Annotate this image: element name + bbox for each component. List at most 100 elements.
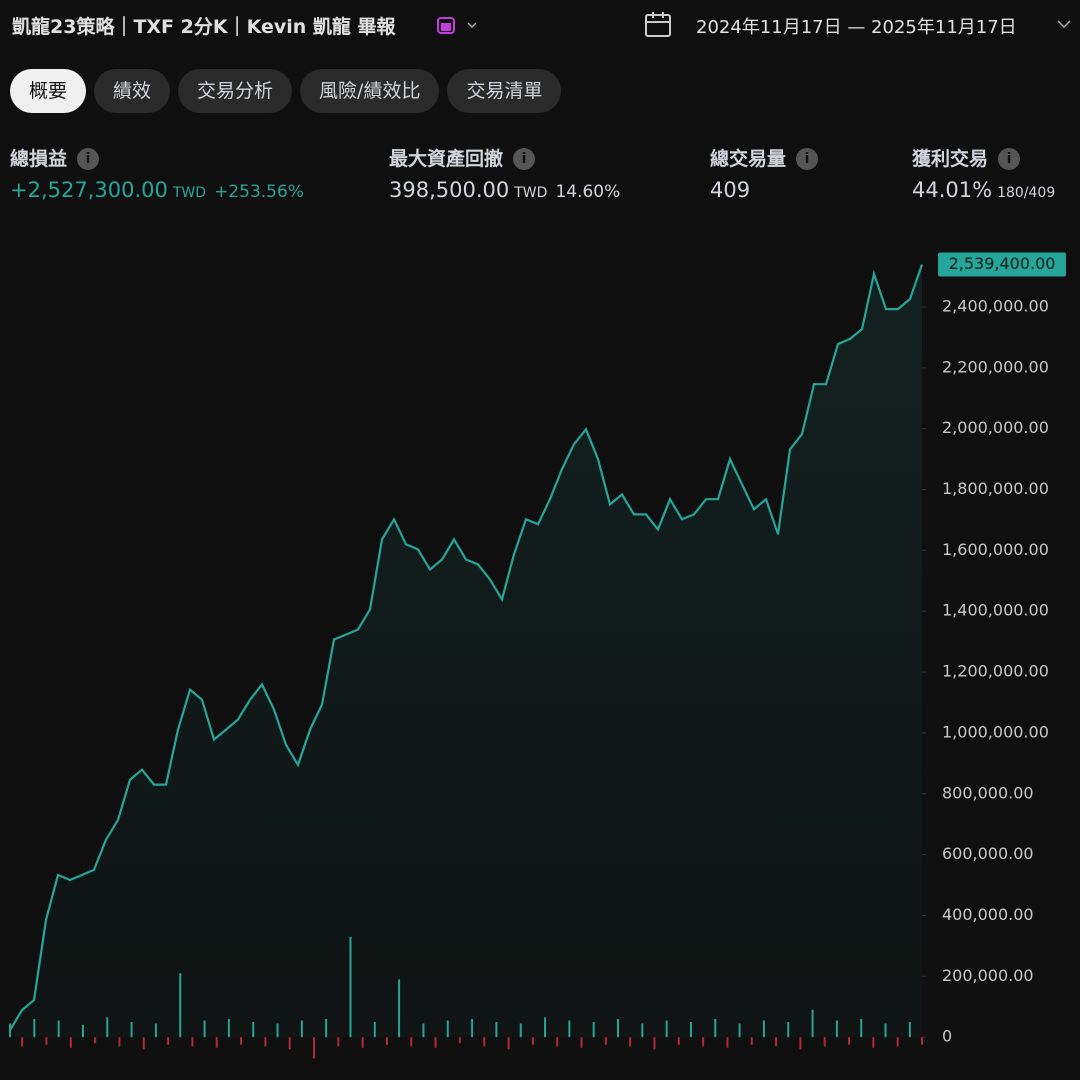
trade-bar bbox=[750, 1037, 753, 1045]
y-tick-label: 1,400,000.00 bbox=[942, 601, 1049, 620]
y-tick-label: 1,800,000.00 bbox=[942, 479, 1049, 498]
trade-bar bbox=[300, 1020, 303, 1038]
stat-value: 398,500.00 TWD 14.60% bbox=[389, 178, 620, 202]
trade-bar bbox=[398, 979, 401, 1038]
trade-bar bbox=[167, 1037, 170, 1045]
trade-bar bbox=[848, 1037, 851, 1045]
stat-label: 獲利交易 i bbox=[912, 144, 1021, 171]
trade-bar bbox=[556, 1037, 559, 1047]
value: 409 bbox=[710, 178, 751, 202]
trade-bar bbox=[689, 1021, 692, 1038]
tab-bar: 概要 績效 交易分析 風險/績效比 交易清單 bbox=[10, 69, 562, 113]
info-icon[interactable]: i bbox=[998, 148, 1021, 170]
trade-bar bbox=[69, 1037, 72, 1048]
unit: TWD bbox=[172, 185, 207, 201]
trade-bar bbox=[337, 1037, 340, 1047]
date-range[interactable]: 2024年11月17日 — 2025年11月17日 bbox=[696, 17, 1017, 38]
tab[interactable]: 概要 bbox=[10, 69, 87, 113]
trade-bar bbox=[446, 1020, 449, 1038]
y-tick-label: 1,600,000.00 bbox=[942, 540, 1049, 559]
trade-bar bbox=[227, 1018, 230, 1038]
stat-label: 最大資產回撤 i bbox=[389, 144, 536, 171]
trade-bar bbox=[9, 1023, 11, 1038]
y-tick-label: 600,000.00 bbox=[942, 844, 1034, 863]
trade-bar bbox=[203, 1020, 206, 1038]
y-tick-label: 800,000.00 bbox=[942, 783, 1034, 802]
stat-label: 總交易量 i bbox=[710, 144, 819, 171]
calendar-icon[interactable] bbox=[644, 10, 674, 40]
y-tick-label: 200,000.00 bbox=[942, 966, 1034, 985]
trade-bar bbox=[45, 1037, 48, 1045]
stat-label-text: 總交易量 bbox=[710, 148, 787, 170]
trade-bar bbox=[191, 1037, 194, 1047]
equity-area bbox=[10, 264, 922, 1038]
tab[interactable]: 績效 bbox=[94, 69, 171, 113]
trade-bar bbox=[385, 1037, 388, 1045]
trade-bar bbox=[288, 1037, 291, 1050]
last-value-badge bbox=[938, 252, 1066, 277]
last-value-label: 2,539,400.00 bbox=[949, 254, 1056, 273]
stat-label: 總損益 i bbox=[10, 144, 100, 171]
y-tick-label: 1,000,000.00 bbox=[942, 722, 1049, 741]
y-tick-label: 400,000.00 bbox=[942, 905, 1034, 924]
trade-bar bbox=[872, 1037, 875, 1048]
trade-bar bbox=[592, 1021, 595, 1038]
trade-bar bbox=[33, 1018, 36, 1038]
trade-bar bbox=[531, 1037, 534, 1045]
trade-bar bbox=[677, 1037, 680, 1045]
trade-bar bbox=[471, 1018, 474, 1038]
y-tick-label: 0 bbox=[942, 1027, 952, 1046]
stat-label-text: 最大資產回撤 bbox=[389, 148, 504, 170]
trade-bar bbox=[179, 973, 182, 1038]
trade-bar bbox=[276, 1023, 279, 1038]
trade-bar bbox=[313, 1037, 315, 1059]
equity-line bbox=[9, 264, 924, 1031]
y-tick-label: 2,400,000.00 bbox=[942, 296, 1049, 315]
value: 398,500.00 bbox=[389, 178, 510, 202]
trade-bar bbox=[811, 1009, 814, 1038]
trade-bar bbox=[604, 1037, 607, 1045]
trade-bar bbox=[908, 1021, 911, 1038]
trade-bar bbox=[483, 1037, 486, 1047]
value: +2,527,300.00 bbox=[10, 178, 168, 202]
trade-bar bbox=[458, 1037, 461, 1044]
stat-value: 409 bbox=[710, 178, 750, 202]
trade-bar bbox=[762, 1020, 765, 1038]
info-icon[interactable]: i bbox=[796, 148, 819, 170]
trade-bar bbox=[617, 1018, 619, 1038]
stat-label-text: 總損益 bbox=[10, 148, 68, 170]
info-icon[interactable]: i bbox=[77, 148, 100, 170]
tab[interactable]: 交易清單 bbox=[447, 69, 562, 113]
strategy-title[interactable]: 凱龍23策略｜TXF 2分K｜Kevin 凱龍 畢報 bbox=[12, 16, 396, 38]
header-icons[interactable] bbox=[436, 16, 476, 36]
trade-bar bbox=[21, 1037, 24, 1047]
ratio: 180/409 bbox=[997, 185, 1056, 201]
trade-bar bbox=[264, 1037, 267, 1047]
info-icon[interactable]: i bbox=[513, 148, 536, 170]
trade-bar bbox=[361, 1037, 364, 1048]
tab[interactable]: 交易分析 bbox=[178, 69, 293, 113]
trade-bar bbox=[240, 1037, 243, 1045]
trade-bar bbox=[823, 1037, 826, 1047]
trade-bar bbox=[568, 1020, 571, 1038]
trade-bar bbox=[57, 1020, 60, 1038]
chevron[interactable] bbox=[1056, 18, 1072, 30]
trade-bar bbox=[410, 1037, 413, 1047]
trade-bar bbox=[775, 1037, 778, 1047]
trade-bar bbox=[544, 1017, 547, 1038]
trade-bar bbox=[799, 1037, 802, 1050]
trade-bar bbox=[106, 1017, 109, 1038]
value: 44.01% bbox=[912, 178, 993, 202]
y-tick-label: 2,000,000.00 bbox=[942, 418, 1049, 437]
trade-bar bbox=[81, 1025, 84, 1038]
tab[interactable]: 風險/績效比 bbox=[300, 69, 440, 113]
trade-bar bbox=[373, 1021, 376, 1038]
trade-bar bbox=[154, 1023, 157, 1038]
trade-bar bbox=[787, 1021, 790, 1038]
trade-bar bbox=[921, 1037, 923, 1045]
stat-value: 44.01% 180/409 bbox=[912, 178, 1055, 202]
trade-bar bbox=[252, 1021, 255, 1038]
stat-value: +2,527,300.00 TWD +253.56% bbox=[10, 178, 304, 202]
trade-bar bbox=[325, 1018, 328, 1038]
